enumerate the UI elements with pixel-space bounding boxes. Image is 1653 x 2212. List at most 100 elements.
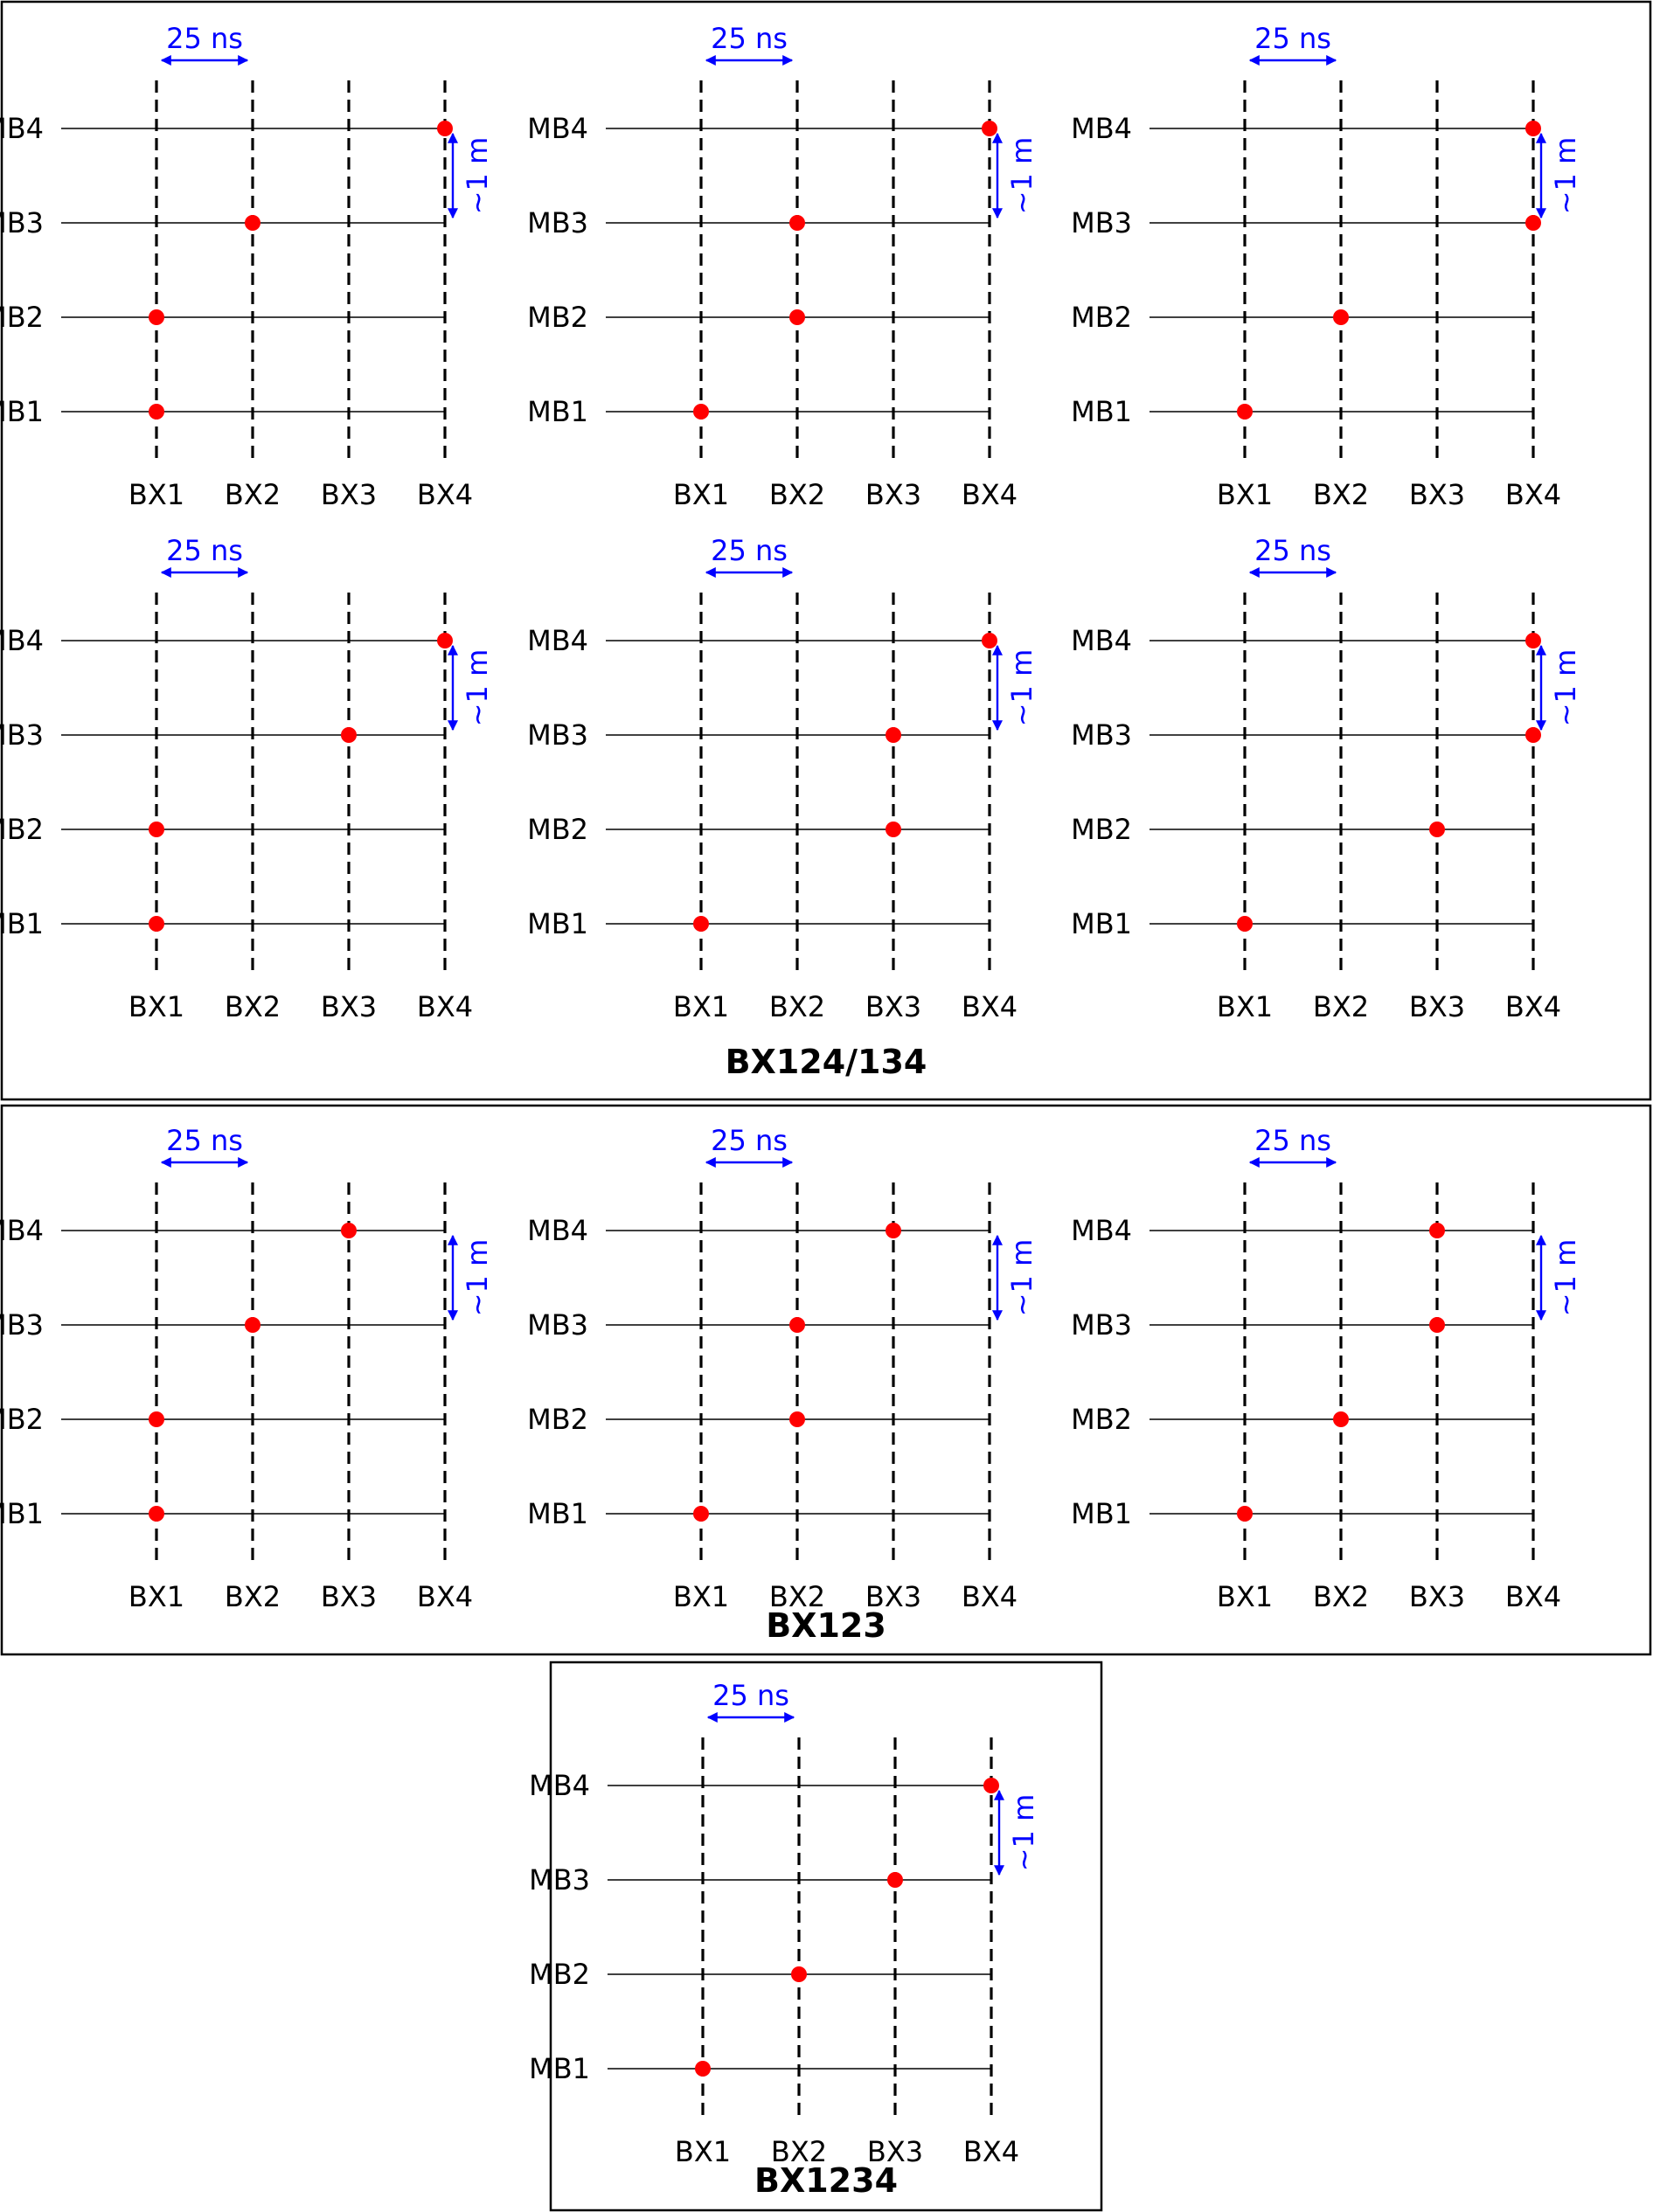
- station-label-mb1: MB1: [529, 2052, 590, 2085]
- hit-mb3-bx4: [1525, 727, 1541, 743]
- bx-panel: MB1 MB2 MB3 MB4 BX1 BX2 BX3 BX4 25 ns ~1 m: [527, 22, 1038, 511]
- time-spacing-label: 25 ns: [711, 22, 788, 55]
- station-label-mb2: MB2: [1071, 301, 1132, 334]
- station-label-mb3: MB3: [0, 1308, 44, 1342]
- bx-label-bx3: BX3: [321, 478, 377, 511]
- distance-spacing-label: ~1 m: [1549, 137, 1582, 215]
- distance-spacing-label: ~1 m: [1005, 649, 1038, 727]
- bx-label-bx1: BX1: [1217, 1580, 1273, 1613]
- hit-mb1-bx1: [1237, 404, 1253, 420]
- bx-label-bx3: BX3: [1409, 1580, 1465, 1613]
- bx-label-bx3: BX3: [1409, 990, 1465, 1023]
- bx-panel: MB1 MB2 MB3 MB4 BX1 BX2 BX3 BX4 25 ns ~1 m: [1071, 534, 1582, 1023]
- hit-mb2-bx2: [789, 1411, 805, 1427]
- station-label-mb3: MB3: [527, 718, 588, 752]
- bx-label-bx3: BX3: [865, 478, 921, 511]
- bx-label-bx4: BX4: [962, 478, 1017, 511]
- bx-panel: MB1 MB2 MB3 MB4 BX1 BX2 BX3 BX4 25 ns ~1 m: [527, 1124, 1038, 1613]
- bx-label-bx3: BX3: [1409, 478, 1465, 511]
- bx-panel: MB1 MB2 MB3 MB4 BX1 BX2 BX3 BX4 25 ns ~1 m: [0, 534, 494, 1023]
- bx-label-bx1: BX1: [673, 478, 729, 511]
- bx-label-bx2: BX2: [771, 2135, 827, 2168]
- bx-label-bx2: BX2: [1313, 1580, 1369, 1613]
- hit-mb3-bx3: [341, 727, 357, 743]
- bx-label-bx1: BX1: [128, 1580, 184, 1613]
- station-label-mb4: MB4: [0, 112, 44, 145]
- bx-label-bx1: BX1: [673, 1580, 729, 1613]
- bx-label-bx4: BX4: [417, 478, 473, 511]
- bx-panel: MB1 MB2 MB3 MB4 BX1 BX2 BX3 BX4 25 ns ~1 m: [527, 534, 1038, 1023]
- hit-mb1-bx1: [693, 1506, 709, 1522]
- station-label-mb1: MB1: [0, 907, 44, 940]
- bx-label-bx1: BX1: [128, 990, 184, 1023]
- station-label-mb1: MB1: [527, 395, 588, 428]
- bx-panel: MB1 MB2 MB3 MB4 BX1 BX2 BX3 BX4 25 ns ~1 m: [529, 1679, 1040, 2168]
- station-label-mb1: MB1: [1071, 395, 1132, 428]
- hit-mb3-bx2: [245, 215, 260, 231]
- bx-label-bx4: BX4: [962, 990, 1017, 1023]
- group-title: BX1234: [754, 2161, 898, 2200]
- station-label-mb2: MB2: [1071, 1403, 1132, 1436]
- station-label-mb4: MB4: [527, 624, 588, 657]
- station-label-mb4: MB4: [0, 624, 44, 657]
- time-spacing-label: 25 ns: [166, 1124, 243, 1157]
- group-frame: [0, 0, 1652, 1101]
- hit-mb4-bx4: [1525, 121, 1541, 136]
- hit-mb1-bx1: [693, 916, 709, 932]
- time-spacing-label: 25 ns: [166, 22, 243, 55]
- station-label-mb2: MB2: [527, 813, 588, 846]
- bx-label-bx4: BX4: [1505, 990, 1561, 1023]
- station-label-mb4: MB4: [1071, 1214, 1132, 1247]
- bx-label-bx4: BX4: [1505, 478, 1561, 511]
- bx-label-bx2: BX2: [1313, 990, 1369, 1023]
- hit-mb3-bx4: [1525, 215, 1541, 231]
- distance-spacing-label: ~1 m: [1005, 1239, 1038, 1317]
- station-label-mb3: MB3: [527, 1308, 588, 1342]
- distance-spacing-label: ~1 m: [1549, 649, 1582, 727]
- station-label-mb2: MB2: [0, 1403, 44, 1436]
- hit-mb4-bx4: [437, 633, 453, 648]
- bx-label-bx1: BX1: [675, 2135, 731, 2168]
- hit-mb1-bx1: [149, 404, 164, 420]
- bx-label-bx2: BX2: [769, 1580, 825, 1613]
- hit-mb1-bx1: [1237, 916, 1253, 932]
- bx-panel: MB1 MB2 MB3 MB4 BX1 BX2 BX3 BX4 25 ns ~1 m: [0, 1124, 494, 1613]
- bx-label-bx2: BX2: [225, 1580, 281, 1613]
- bx-label-bx2: BX2: [769, 990, 825, 1023]
- bx-label-bx2: BX2: [225, 990, 281, 1023]
- distance-spacing-label: ~1 m: [461, 649, 494, 727]
- hit-mb1-bx1: [149, 916, 164, 932]
- station-label-mb3: MB3: [0, 718, 44, 752]
- bx-label-bx3: BX3: [865, 990, 921, 1023]
- station-label-mb1: MB1: [0, 1497, 44, 1530]
- bx-panel: MB1 MB2 MB3 MB4 BX1 BX2 BX3 BX4 25 ns ~1 m: [1071, 22, 1582, 511]
- station-label-mb2: MB2: [529, 1958, 590, 1991]
- station-label-mb3: MB3: [529, 1863, 590, 1896]
- hit-mb3-bx2: [789, 1317, 805, 1333]
- time-spacing-label: 25 ns: [1254, 22, 1331, 55]
- group-title: BX123: [766, 1606, 886, 1645]
- distance-spacing-label: ~1 m: [461, 137, 494, 215]
- bx-label-bx2: BX2: [225, 478, 281, 511]
- pattern-group: BX124/134 MB1 MB2 MB3 MB4 BX1 BX2 BX3 BX4 25 ns ~1…: [0, 0, 1652, 1101]
- bx-label-bx1: BX1: [1217, 990, 1273, 1023]
- station-label-mb3: MB3: [527, 206, 588, 239]
- time-spacing-label: 25 ns: [166, 534, 243, 567]
- time-spacing-label: 25 ns: [711, 534, 788, 567]
- station-label-mb2: MB2: [0, 813, 44, 846]
- bx-label-bx4: BX4: [962, 1580, 1017, 1613]
- hit-mb4-bx3: [1429, 1223, 1445, 1238]
- time-spacing-label: 25 ns: [712, 1679, 789, 1712]
- group-frame: [549, 1661, 1103, 2212]
- hit-mb4-bx4: [437, 121, 453, 136]
- group-frame: [0, 1104, 1652, 1656]
- station-label-mb1: MB1: [1071, 1497, 1132, 1530]
- bx-label-bx3: BX3: [321, 1580, 377, 1613]
- station-label-mb3: MB3: [1071, 718, 1132, 752]
- hit-mb2-bx2: [789, 309, 805, 325]
- station-label-mb3: MB3: [1071, 1308, 1132, 1342]
- hit-mb4-bx3: [886, 1223, 901, 1238]
- station-label-mb4: MB4: [527, 1214, 588, 1247]
- hit-mb2-bx2: [1333, 1411, 1349, 1427]
